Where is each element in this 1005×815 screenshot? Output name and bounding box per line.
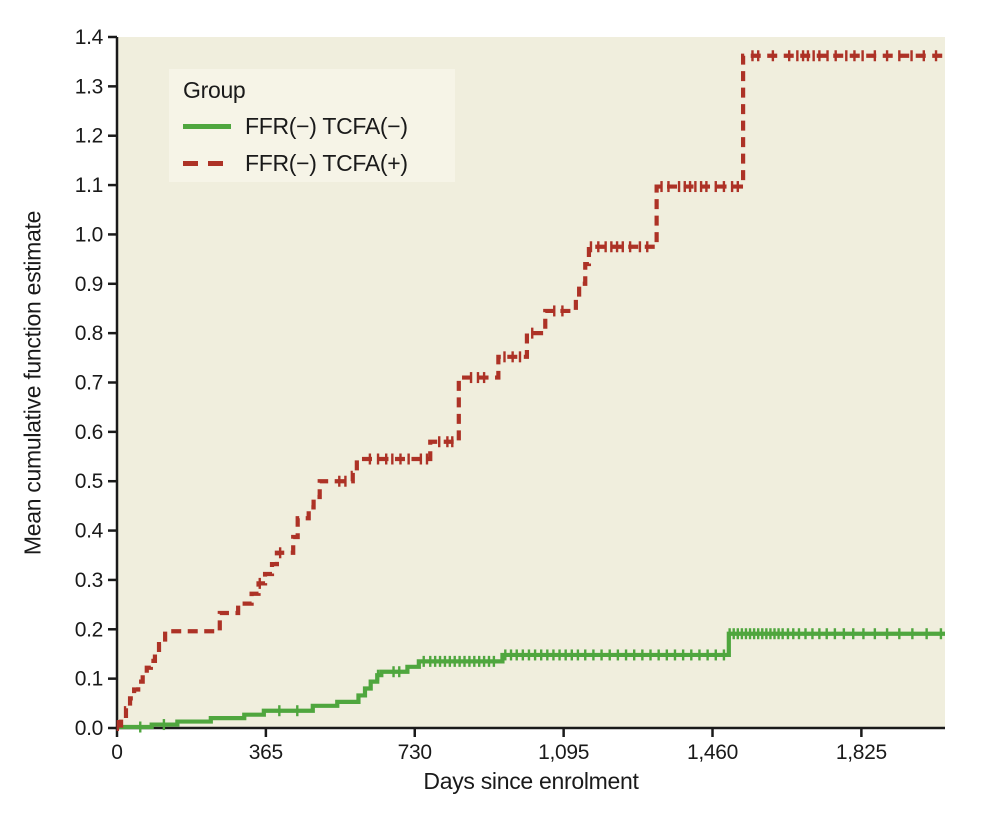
y-tick-label: 1.1 — [75, 174, 103, 197]
legend-item-ffr-neg-tcfa-neg: FFR(−) TCFA(−) — [183, 108, 455, 145]
y-tick-label: 0.8 — [75, 322, 103, 345]
x-tick-label: 0 — [111, 741, 122, 764]
green-solid-line-swatch — [183, 124, 231, 129]
y-axis-title: Mean cumulative function estimate — [19, 210, 46, 556]
y-tick-label: 0.6 — [75, 421, 103, 444]
x-tick-label: 1,460 — [687, 741, 738, 764]
y-tick-label: 1.4 — [75, 26, 104, 49]
y-tick-label: 0.2 — [75, 618, 103, 641]
x-tick-label: 1,095 — [538, 741, 589, 764]
y-tick-label: 0.4 — [75, 520, 104, 543]
x-tick-label: 365 — [249, 741, 283, 764]
legend-item-label: FFR(−) TCFA(−) — [245, 113, 408, 139]
y-tick-label: 0.1 — [75, 668, 103, 691]
x-axis-title: Days since enrolment — [423, 768, 639, 794]
legend-item-ffr-neg-tcfa-pos: FFR(−) TCFA(+) — [183, 145, 455, 182]
y-tick-label: 1.3 — [75, 75, 103, 98]
x-tick-label: 730 — [398, 741, 432, 764]
legend-box: Group FFR(−) TCFA(−) FFR(−) TCFA(+) — [169, 69, 455, 182]
y-tick-label: 0.9 — [75, 273, 103, 296]
legend-item-label: FFR(−) TCFA(+) — [245, 150, 408, 176]
y-tick-label: 1.0 — [75, 223, 103, 246]
y-tick-label: 1.2 — [75, 125, 103, 148]
green-solid-step-curve — [117, 631, 945, 730]
x-tick-label: 1,825 — [836, 741, 887, 764]
y-tick-label: 0.0 — [75, 717, 103, 740]
y-tick-label: 0.7 — [75, 372, 103, 395]
y-tick-label: 0.3 — [75, 569, 103, 592]
red-dashed-line-swatch — [183, 161, 223, 166]
y-tick-label: 0.5 — [75, 470, 103, 493]
legend-title: Group — [183, 77, 246, 103]
